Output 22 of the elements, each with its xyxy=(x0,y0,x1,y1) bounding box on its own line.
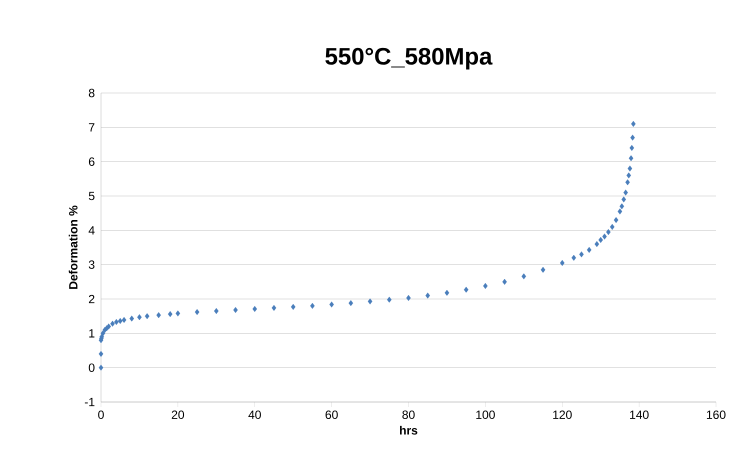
y-tick-label: 7 xyxy=(88,123,94,132)
y-tick-label: 3 xyxy=(88,260,94,269)
x-tick-label: 0 xyxy=(98,410,104,419)
chart-title: 550°C_580Mpa xyxy=(325,48,492,70)
y-tick-label: 8 xyxy=(88,88,94,98)
x-tick-label: 20 xyxy=(172,410,184,419)
x-tick-label: 40 xyxy=(248,410,261,419)
y-tick-label: 5 xyxy=(88,192,94,200)
y-tick-label: 6 xyxy=(88,157,94,166)
y-tick-label: 4 xyxy=(88,226,95,234)
x-tick-label: 120 xyxy=(553,410,572,419)
y-tick-label: 0 xyxy=(88,363,95,372)
x-tick-label: 140 xyxy=(630,410,649,419)
x-tick-label: 100 xyxy=(476,410,495,419)
x-tick-label: 80 xyxy=(402,410,415,419)
y-axis-title: Deformation % xyxy=(68,206,78,289)
x-tick-label: 160 xyxy=(706,410,726,419)
y-tick-label: -1 xyxy=(84,398,94,406)
y-tick-label: 2 xyxy=(88,294,94,304)
y-tick-label: 1 xyxy=(89,329,94,338)
x-tick-label: 60 xyxy=(326,410,338,419)
x-axis-title: hrs xyxy=(400,426,418,435)
